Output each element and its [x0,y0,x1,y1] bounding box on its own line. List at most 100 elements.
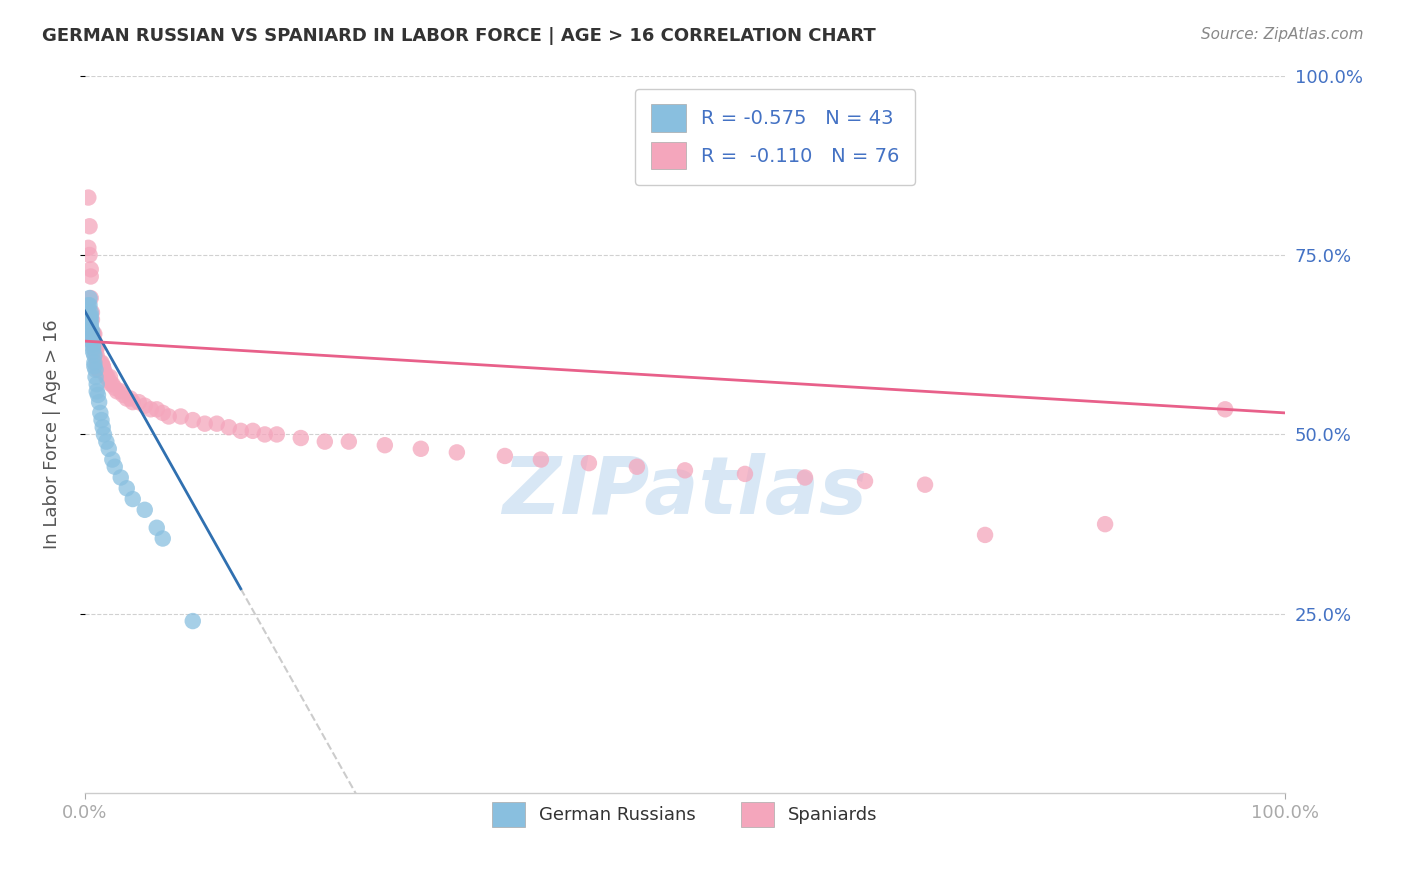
Point [80,319,103,334]
Text: ZIPatlas: ZIPatlas [502,453,868,531]
Point [266,427,288,442]
Point [79,312,101,326]
Point [110,384,132,399]
Point [83,341,105,355]
Point [84,363,107,377]
Point [77,312,100,326]
Point [79,298,101,312]
Point [83,334,105,348]
Point [145,402,167,417]
Point [77,298,100,312]
Point [98,370,121,384]
Point [87,388,110,402]
Point [82,334,104,348]
Point [90,356,112,370]
Point [80,269,103,284]
Point [91,359,114,374]
Point [337,434,360,449]
Point [152,406,174,420]
Point [96,370,118,384]
Point [101,377,124,392]
Point [110,470,132,484]
Point [80,309,103,323]
Point [96,370,118,384]
Point [80,305,103,319]
Point [152,532,174,546]
Point [853,474,876,488]
Point [157,409,180,424]
Point [974,528,997,542]
Point [80,316,103,330]
Point [94,367,117,381]
Point [77,241,100,255]
Point [82,326,104,341]
Point [79,219,101,234]
Point [80,334,103,348]
Point [134,399,156,413]
Point [90,413,112,427]
Point [84,341,107,355]
Point [409,442,432,456]
Point [97,442,120,456]
Point [101,452,124,467]
Point [77,190,100,204]
Point [121,491,143,506]
Point [87,356,110,370]
Point [673,463,696,477]
Point [253,427,276,442]
Point [80,326,103,341]
Point [229,424,252,438]
Point [115,481,138,495]
Point [104,459,127,474]
Point [86,356,108,370]
Point [89,356,111,370]
Point [86,341,108,355]
Point [290,431,312,445]
Point [578,456,600,470]
Point [1094,517,1116,532]
Point [112,388,135,402]
Point [89,356,111,370]
Point [194,417,217,431]
Point [89,406,111,420]
Point [242,424,264,438]
Point [79,309,101,323]
Point [83,349,105,363]
Point [218,420,240,434]
Point [134,503,156,517]
Point [205,417,228,431]
Point [80,330,103,344]
Point [93,363,115,377]
Point [86,349,108,363]
Point [89,363,111,377]
Point [145,521,167,535]
Point [314,434,336,449]
Point [914,477,936,491]
Legend: German Russians, Spaniards: German Russians, Spaniards [485,795,884,835]
Point [494,449,516,463]
Point [87,363,110,377]
Point [80,323,103,337]
Point [170,409,193,424]
Point [89,395,111,409]
Point [79,291,101,305]
Point [96,434,118,449]
Point [104,381,127,395]
Point [626,459,648,474]
Point [83,356,105,370]
Point [1213,402,1236,417]
Point [83,326,105,341]
Point [77,305,100,319]
Point [79,248,101,262]
Text: GERMAN RUSSIAN VS SPANIARD IN LABOR FORCE | AGE > 16 CORRELATION CHART: GERMAN RUSSIAN VS SPANIARD IN LABOR FORC… [42,27,876,45]
Point [80,262,103,277]
Point [82,326,104,341]
Point [794,470,817,484]
Point [82,341,104,355]
Y-axis label: In Labor Force | Age > 16: In Labor Force | Age > 16 [44,319,60,549]
Point [91,359,114,374]
Point [121,395,143,409]
Point [86,377,108,392]
Point [139,402,162,417]
Point [105,384,128,399]
